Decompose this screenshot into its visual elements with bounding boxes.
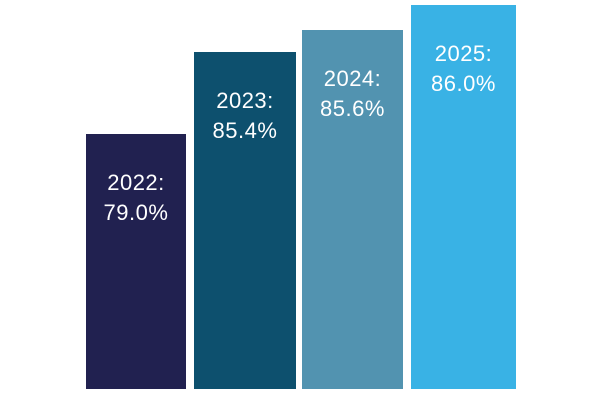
bar-2024: 2024: 85.6% — [302, 30, 403, 389]
bar-year-2023: 2023: — [216, 88, 274, 113]
bar-2023: 2023: 85.4% — [194, 52, 296, 389]
bar-value-2025: 86.0% — [431, 71, 496, 96]
bar-label-2025: 2025: 86.0% — [411, 39, 516, 99]
bar-value-2024: 85.6% — [320, 96, 385, 121]
bar-year-2024: 2024: — [323, 66, 382, 91]
bar-year-2022: 2022: — [107, 170, 165, 195]
bar-year-2025: 2025: — [434, 41, 493, 66]
bar-value-2023: 85.4% — [212, 118, 278, 143]
bar-label-2024: 2024: 85.6% — [302, 64, 403, 124]
bar-label-2022: 2022: 79.0% — [86, 168, 186, 228]
bar-value-2022: 79.0% — [103, 200, 169, 225]
bar-2022: 2022: 79.0% — [86, 134, 186, 389]
bar-label-2023: 2023: 85.4% — [194, 86, 296, 146]
bar-2025: 2025: 86.0% — [411, 5, 516, 389]
